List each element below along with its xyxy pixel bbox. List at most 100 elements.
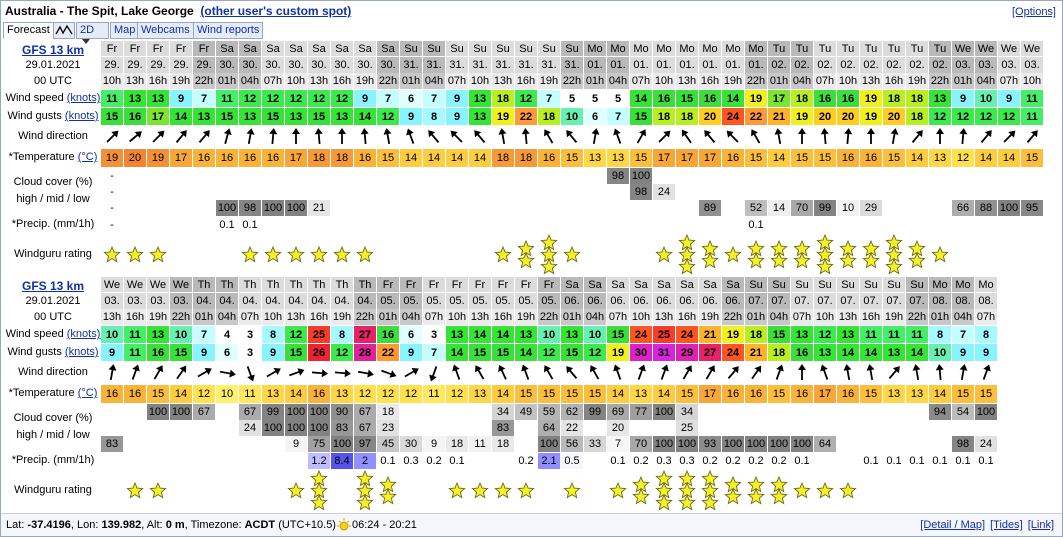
wind-speed: 3 [239, 326, 261, 343]
precip: 0.1 [216, 217, 238, 233]
temperature: 18 [492, 149, 514, 167]
wind-speed-text: Wind speed [5, 328, 64, 340]
wind-gust: 13 [285, 108, 307, 125]
wind-gusts-unit[interactable]: (knots) [64, 110, 99, 122]
arrow-body [357, 369, 374, 378]
wind-arrow [613, 364, 622, 380]
tab-graph[interactable] [53, 22, 75, 39]
arrow-body [266, 368, 281, 378]
arrow-body [544, 129, 554, 144]
tab-webcams[interactable]: Webcams [137, 22, 194, 39]
detail-link[interactable]: [Detail / Map] [920, 519, 986, 531]
arrow-body [935, 364, 944, 381]
cloud-high: 67 [193, 404, 215, 420]
arrow-head [613, 128, 621, 136]
arrow-head [566, 130, 574, 138]
date: 29. [147, 57, 169, 73]
wind-gusts-unit[interactable]: (knots) [64, 346, 99, 358]
cloud-low: 52 [745, 200, 767, 216]
wind-gust: 9 [975, 344, 997, 361]
date: 03. [101, 293, 123, 309]
star [747, 251, 765, 269]
date: 31. [492, 57, 514, 73]
wind-arrow [452, 364, 461, 380]
wind-speed-unit[interactable]: (knots) [66, 328, 101, 340]
arrow-head [204, 368, 212, 375]
link-link[interactable]: [Link] [1027, 519, 1054, 531]
date: 30. [331, 57, 353, 73]
arrow-head [273, 368, 281, 375]
cloud-low: 64 [814, 436, 836, 452]
day: Su [561, 41, 583, 56]
arrow-body [798, 128, 806, 144]
precip: 0.1 [607, 453, 629, 469]
date: 30. [216, 57, 238, 73]
hour: 22h [170, 309, 192, 325]
tab-2d[interactable]: 2D [76, 22, 109, 44]
rating-stars [193, 470, 216, 512]
wind-speed: 13 [515, 326, 537, 343]
hour: 01h [377, 309, 399, 325]
hour: 22h [377, 73, 399, 89]
rating-stars [103, 245, 121, 263]
title: Australia - The Spit, Lake George [5, 4, 194, 18]
wind-arrow [890, 128, 899, 145]
temperature: 10 [216, 385, 238, 403]
wind-gust: 26 [308, 344, 330, 361]
temperature-unit[interactable]: (°C) [77, 151, 98, 163]
wind-speed: 10 [101, 326, 123, 343]
arrow-head [843, 364, 852, 371]
temperature: 17 [676, 149, 698, 167]
arrow-body [219, 369, 236, 378]
model-link[interactable]: GFS 13 km [21, 279, 85, 293]
star [747, 487, 765, 505]
wind-arrow [197, 368, 212, 378]
date: 29. [193, 57, 215, 73]
arrow-head [544, 129, 551, 137]
day: Sa [216, 41, 238, 56]
tab-forecast[interactable]: Forecast [3, 22, 54, 39]
date: 06. [722, 293, 744, 309]
cloud-high: 34 [492, 404, 514, 420]
options-link[interactable]: [Options] [1011, 6, 1056, 18]
date: 31. [469, 57, 491, 73]
wind-arrow [705, 365, 715, 380]
date: 02. [906, 57, 928, 73]
spot-link[interactable]: (other user's custom spot) [200, 4, 352, 18]
cloud-mid: 24 [239, 420, 261, 436]
date: 02. [768, 57, 790, 73]
cloud-low: 100 [538, 436, 560, 452]
date: 02. [860, 57, 882, 73]
day: Su [883, 277, 905, 292]
arrow-body [334, 369, 351, 378]
hour: 07h [630, 73, 652, 89]
wind-arrow [108, 364, 117, 381]
wind-speed: 12 [285, 326, 307, 343]
temperature: 16 [837, 149, 859, 167]
rating-stars [287, 481, 305, 499]
precip: 0.2 [630, 453, 652, 469]
wind-gust: 3 [239, 344, 261, 361]
tab-map[interactable]: Map [110, 22, 140, 39]
hour: 07h [423, 309, 445, 325]
date: 29. [124, 57, 146, 73]
precip: 0.1 [929, 453, 951, 469]
arrow-head [202, 130, 210, 138]
arrow-body [153, 365, 163, 380]
arrow-head [844, 128, 853, 135]
wind-gust: 18 [653, 108, 675, 125]
model-link[interactable]: GFS 13 km [21, 43, 85, 57]
tab-reports[interactable]: Wind reports [193, 22, 264, 39]
arrow-body [429, 366, 438, 382]
tides-link[interactable]: [Tides] [990, 519, 1023, 531]
day: We [147, 277, 169, 292]
precip-label: *Precip. (mm/1h) [5, 218, 101, 230]
hour: 01h [216, 73, 238, 89]
precip: 0.2 [745, 453, 767, 469]
wind-speed-unit[interactable]: (knots) [66, 92, 101, 104]
temperature-unit[interactable]: (°C) [77, 387, 98, 399]
rating-stars [126, 245, 144, 263]
star [908, 251, 926, 269]
wind-speed: 10 [584, 326, 606, 343]
date: 05. [515, 293, 537, 309]
